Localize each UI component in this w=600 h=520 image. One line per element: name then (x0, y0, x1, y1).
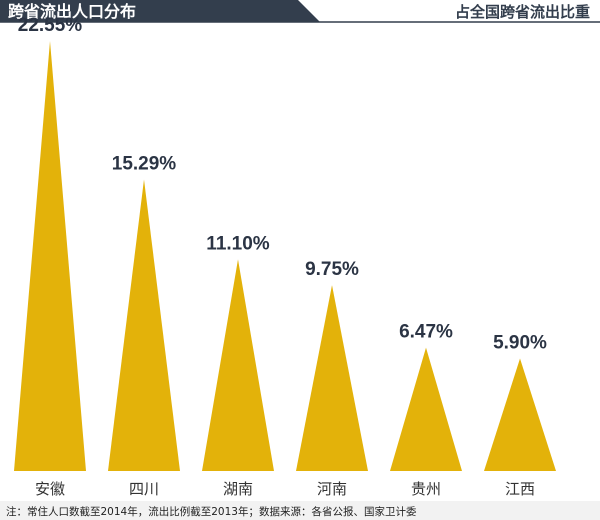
chart-subtitle: 占全国跨省流出比重 (455, 3, 590, 21)
value-label: 6.47% (399, 322, 453, 343)
bar-group (14, 41, 556, 471)
value-label: 22.55% (18, 15, 83, 36)
category-label: 安徽 (35, 480, 65, 498)
category-label-group: 安徽 四川 湖南 河南 贵州 江西 (35, 480, 535, 498)
footer-band (0, 501, 600, 520)
value-label: 5.90% (493, 332, 547, 353)
category-label: 湖南 (223, 480, 253, 498)
bar-贵州 (390, 347, 462, 471)
category-label: 江西 (505, 480, 535, 498)
header-bar (0, 0, 320, 22)
value-label: 9.75% (305, 259, 359, 280)
footer-note: 注：常住人口数截至2014年，流出比例截至2013年；数据来源：各省公报、国家卫… (6, 505, 417, 518)
value-label-group: 22.55% 15.29% 11.10% 9.75% 6.47% 5.90% (18, 15, 547, 353)
value-label: 15.29% (112, 153, 177, 174)
bar-安徽 (14, 41, 86, 471)
value-label: 11.10% (206, 233, 269, 254)
bar-湖南 (202, 259, 274, 471)
bar-四川 (108, 179, 180, 471)
category-label: 四川 (129, 480, 159, 498)
category-label: 河南 (317, 480, 347, 498)
category-label: 贵州 (411, 480, 441, 498)
bar-河南 (296, 285, 368, 471)
bar-江西 (484, 358, 556, 471)
chart-title: 跨省流出人口分布 (8, 2, 136, 21)
